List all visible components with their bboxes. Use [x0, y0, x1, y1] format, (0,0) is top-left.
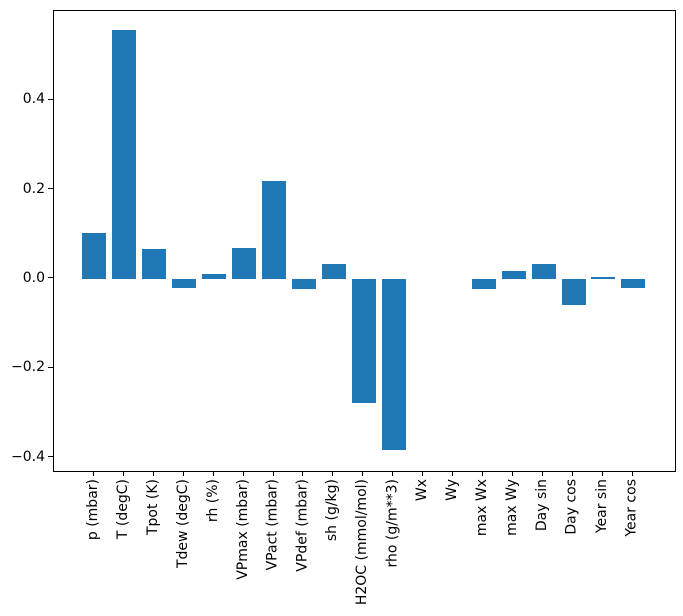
x-tick-mark — [362, 471, 364, 476]
x-tick-label-h2oc-mmol-mol: H2OC (mmol/mol) — [354, 479, 371, 606]
bar-h2oc-mmol-mol — [351, 278, 376, 404]
y-tick-mark — [48, 277, 53, 279]
x-tick-mark — [572, 471, 573, 476]
bar-max-wy — [501, 271, 526, 279]
x-tick-label-t-degc: T (degC) — [114, 479, 131, 540]
x-tick-mark — [422, 471, 424, 476]
bar-rho-g-m-3 — [381, 278, 406, 451]
y-tick-mark — [48, 188, 53, 190]
x-tick-label-wx: Wx — [414, 479, 431, 502]
bar-t-degc — [112, 30, 137, 279]
x-tick-label-rho-g-m-3: rho (g/m**3) — [384, 479, 401, 568]
x-tick-mark — [302, 471, 304, 476]
plot-area — [53, 10, 676, 472]
x-tick-mark — [272, 471, 274, 476]
bar-vpmax-mbar — [232, 248, 257, 279]
x-tick-mark — [631, 471, 633, 476]
x-tick-mark — [152, 471, 154, 476]
x-tick-label-rh: rh (%) — [204, 479, 221, 523]
x-tick-label-vpmax-mbar: VPmax (mbar) — [234, 479, 251, 580]
bar-day-sin — [531, 263, 556, 279]
bar-year-sin — [591, 277, 616, 279]
y-tick-mark — [48, 366, 53, 368]
y-tick-mark — [48, 456, 53, 458]
bar-rh — [202, 273, 227, 279]
y-tick-mark — [48, 98, 53, 100]
bar-year-cos — [621, 278, 646, 288]
x-tick-mark — [332, 471, 334, 476]
y-tick-label: 0.2 — [22, 180, 45, 197]
x-tick-label-p-mbar: p (mbar) — [84, 479, 101, 541]
bar-sh-g-kg — [321, 263, 346, 279]
x-tick-label-vpdef-mbar: VPdef (mbar) — [294, 479, 311, 572]
x-tick-mark — [212, 471, 214, 476]
x-tick-mark — [482, 471, 484, 476]
x-tick-label-tpot-k: Tpot (K) — [144, 479, 161, 536]
x-tick-label-vpact-mbar: VPact (mbar) — [264, 479, 281, 571]
bar-tpot-k — [142, 249, 167, 279]
y-tick-label: 0.4 — [22, 91, 45, 108]
x-tick-label-day-sin: Day sin — [534, 479, 551, 532]
x-tick-mark — [182, 471, 184, 476]
bar-vpdef-mbar — [291, 278, 316, 289]
x-tick-label-max-wy: max Wy — [504, 479, 521, 536]
x-tick-mark — [122, 471, 124, 476]
x-tick-mark — [92, 471, 94, 476]
x-tick-label-sh-g-kg: sh (g/kg) — [324, 479, 341, 542]
y-tick-label: −0.2 — [11, 359, 45, 376]
x-tick-label-year-cos: Year cos — [623, 479, 640, 537]
y-tick-label: −0.4 — [11, 448, 45, 465]
bar-vpact-mbar — [262, 180, 286, 279]
x-tick-mark — [512, 471, 514, 476]
x-tick-mark — [601, 471, 603, 476]
x-tick-mark — [242, 471, 244, 476]
x-tick-label-year-sin: Year sin — [593, 479, 610, 534]
bar-p-mbar — [82, 233, 107, 279]
x-tick-label-tdew-degc: Tdew (degC) — [174, 479, 191, 569]
x-tick-mark — [452, 471, 454, 476]
x-tick-mark — [392, 471, 394, 476]
x-tick-label-max-wx: max Wx — [474, 479, 491, 537]
y-tick-label: 0.0 — [22, 269, 45, 286]
bar-day-cos — [561, 278, 586, 306]
bar-tdew-degc — [172, 278, 197, 289]
bar-max-wx — [471, 278, 496, 289]
x-tick-label-wy: Wy — [444, 479, 461, 501]
x-tick-mark — [542, 471, 544, 476]
x-tick-label-day-cos: Day cos — [564, 479, 580, 535]
